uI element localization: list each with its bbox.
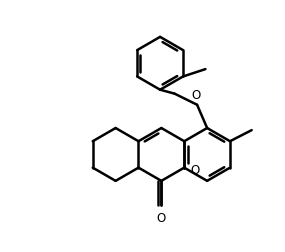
Text: O: O xyxy=(157,211,166,224)
Text: O: O xyxy=(192,89,201,102)
Text: O: O xyxy=(191,164,200,176)
